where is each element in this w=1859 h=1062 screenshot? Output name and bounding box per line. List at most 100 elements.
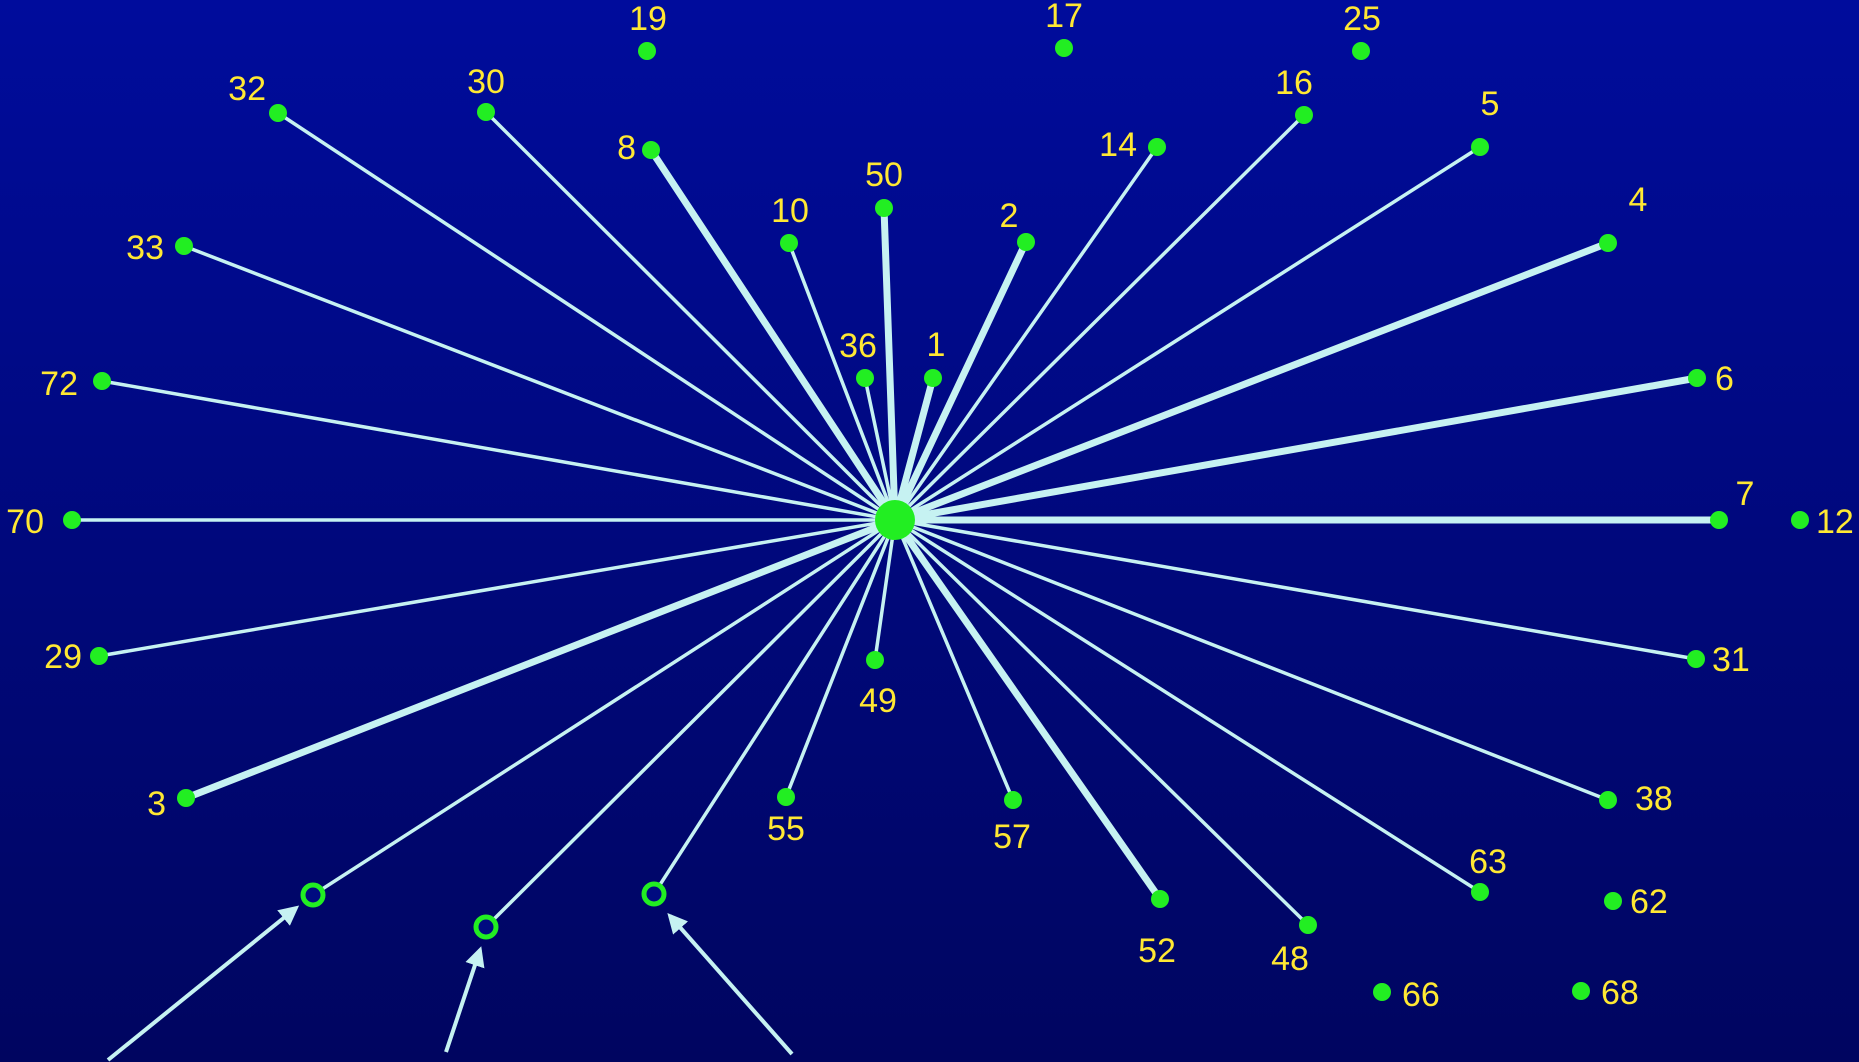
node-6	[1688, 369, 1706, 387]
node-label-57: 57	[993, 818, 1031, 856]
edge-hub-to-8	[647, 146, 899, 524]
node-12	[1791, 511, 1809, 529]
node-4	[1599, 234, 1617, 252]
node-label-10: 10	[771, 192, 809, 230]
edge-hub-to-31	[893, 518, 1698, 661]
pointer-arrow-u2	[444, 946, 485, 1053]
node-u1	[300, 882, 326, 908]
node-63	[1471, 883, 1489, 901]
node-label-68: 68	[1601, 974, 1639, 1012]
node-label-33: 33	[126, 229, 164, 267]
edge-hub-to-14	[893, 145, 1159, 522]
edge-hub-to-6	[891, 374, 1701, 524]
node-3	[177, 789, 195, 807]
node-label-7: 7	[1736, 475, 1755, 513]
node-label-48: 48	[1271, 940, 1309, 978]
node-55	[777, 788, 795, 806]
edge-hub-to-10	[787, 241, 897, 522]
edge-hub-to-29	[97, 518, 897, 658]
node-label-55: 55	[767, 810, 805, 848]
node-label-2: 2	[1000, 197, 1019, 235]
node-label-14: 14	[1099, 126, 1137, 164]
node-label-3: 3	[147, 785, 166, 823]
node-7	[1710, 511, 1728, 529]
node-label-1: 1	[927, 326, 946, 364]
node-label-52: 52	[1138, 932, 1176, 970]
node-68	[1572, 982, 1590, 1000]
node-hub	[875, 500, 915, 540]
node-label-31: 31	[1712, 641, 1750, 679]
edge-hub-to-38	[893, 518, 1610, 802]
edge-hub-to-50	[880, 204, 899, 524]
node-10	[780, 234, 798, 252]
node-38	[1599, 791, 1617, 809]
node-label-12: 12	[1816, 503, 1854, 541]
node-5	[1471, 138, 1489, 156]
node-32	[269, 104, 287, 122]
node-31	[1687, 650, 1705, 668]
edge-hub-to-u3	[652, 518, 897, 896]
edge-hub-to-4	[891, 239, 1612, 524]
node-2	[1017, 233, 1035, 251]
node-label-63: 63	[1469, 843, 1507, 881]
node-label-72: 72	[40, 365, 78, 403]
node-label-29: 29	[44, 638, 82, 676]
node-label-17: 17	[1045, 0, 1083, 35]
edge-hub-to-33	[182, 244, 897, 522]
node-33	[175, 237, 193, 255]
edge-hub-to-57	[893, 518, 1015, 802]
node-u2	[473, 914, 499, 940]
node-label-50: 50	[865, 156, 903, 194]
edge-hub-to-72	[100, 379, 897, 522]
node-label-25: 25	[1343, 0, 1381, 38]
node-66	[1373, 983, 1391, 1001]
node-label-16: 16	[1275, 64, 1313, 102]
node-label-6: 6	[1715, 360, 1734, 398]
node-layer	[63, 39, 1809, 1001]
label-layer: 19 17 25 32 30 8 16 14 5 50 10 2 4 33 36 1 72 6 70 7 12 29 31 4…	[6, 0, 1854, 1014]
edge-hub-to-3	[182, 516, 899, 802]
pointer-arrow-u1	[106, 905, 300, 1062]
node-49	[866, 651, 884, 669]
edge-hub-to-2	[891, 238, 1030, 524]
node-1	[924, 369, 942, 387]
node-29	[90, 647, 108, 665]
edge-hub-to-49	[873, 518, 897, 662]
node-72	[93, 372, 111, 390]
edge-hub-to-36	[863, 376, 897, 522]
node-36	[856, 369, 874, 387]
node-label-66: 66	[1402, 976, 1440, 1014]
node-48	[1299, 916, 1317, 934]
node-label-49: 49	[859, 682, 897, 720]
edge-hub-to-16	[893, 113, 1306, 522]
node-label-38: 38	[1635, 780, 1673, 818]
node-57	[1004, 791, 1022, 809]
node-label-30: 30	[467, 63, 505, 101]
edge-hub-to-u2	[484, 518, 897, 929]
node-label-4: 4	[1629, 181, 1648, 219]
node-50	[875, 199, 893, 217]
node-label-36: 36	[839, 327, 877, 365]
node-label-70: 70	[6, 503, 44, 541]
node-label-62: 62	[1630, 883, 1668, 921]
node-30	[477, 103, 495, 121]
node-u3	[641, 881, 667, 907]
node-16	[1295, 106, 1313, 124]
node-label-19: 19	[629, 0, 667, 38]
edge-hub-to-48	[893, 518, 1310, 927]
edge-hub-to-5	[893, 145, 1482, 522]
node-8	[642, 141, 660, 159]
arrow-layer	[106, 905, 794, 1062]
edge-hub-to-63	[893, 518, 1482, 894]
node-62	[1604, 892, 1622, 910]
node-label-32: 32	[228, 70, 266, 108]
node-14	[1148, 138, 1166, 156]
edge-layer	[70, 110, 1723, 929]
edge-hub-to-u1	[311, 518, 897, 897]
edge-hub-to-30	[484, 110, 897, 522]
edge-hub-to-55	[784, 518, 897, 799]
edge-hub-to-32	[276, 111, 897, 522]
node-label-8: 8	[617, 129, 636, 167]
edge-hub-to-1	[891, 374, 937, 524]
